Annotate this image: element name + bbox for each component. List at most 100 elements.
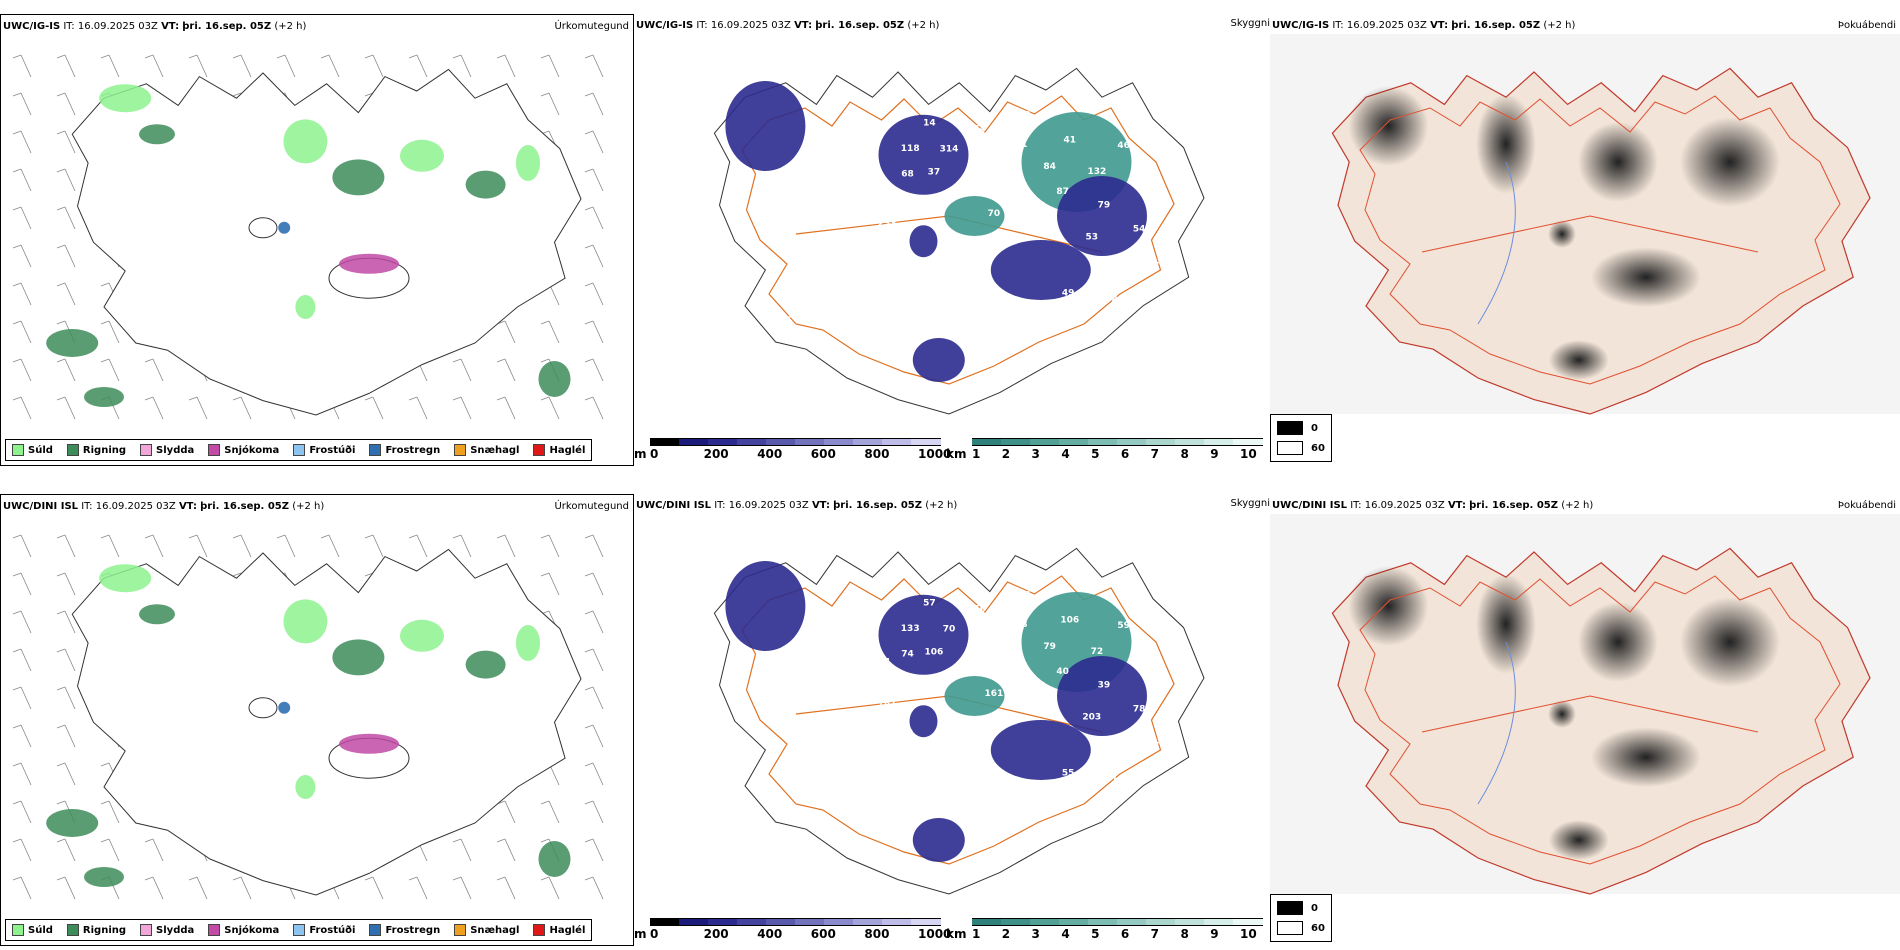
colorbar-tick-label: 10 bbox=[1240, 447, 1257, 461]
fog-legend-row2: 0 60 bbox=[1270, 894, 1332, 942]
colorbar-segment bbox=[1146, 438, 1176, 446]
ceiling-value-label: 57 bbox=[923, 599, 936, 609]
precip-area bbox=[295, 775, 316, 799]
colorbar-tick-label: 3 bbox=[1031, 447, 1040, 461]
row1-cloud-it-value: 16.09.2025 03Z bbox=[710, 20, 791, 31]
colorbar-tick-label: 200 bbox=[703, 927, 729, 941]
colorbar-tick-label: 5 bbox=[1091, 927, 1100, 941]
colorbar-segment bbox=[1175, 438, 1205, 446]
precip-legend-swatch bbox=[12, 924, 24, 936]
ceiling-value-label: 78 bbox=[853, 821, 866, 831]
precip-legend-label: Haglél bbox=[549, 924, 586, 936]
cloud-area bbox=[912, 338, 965, 382]
colorbar-tick-label: 2 bbox=[1001, 447, 1011, 461]
colorbar-segment bbox=[1175, 918, 1205, 926]
colorbar-segment bbox=[972, 438, 1002, 446]
precip-area bbox=[538, 841, 571, 877]
ceiling-value-label: 841 bbox=[872, 658, 891, 668]
precip-legend-label: Frostregn bbox=[385, 924, 441, 936]
ceiling-value-label: 32 bbox=[959, 96, 972, 106]
ceiling-value-label: 129 bbox=[1103, 261, 1122, 271]
colorbar-segment bbox=[1030, 438, 1060, 446]
fog-legend-row1: 0 60 bbox=[1270, 414, 1332, 462]
ceiling-value-label: 60 bbox=[887, 206, 900, 216]
snow-area bbox=[339, 253, 399, 274]
row2-fog-vt-label: VT: bbox=[1447, 500, 1466, 511]
ceiling-value-label: 71 bbox=[1015, 140, 1028, 150]
ceiling-value-label: 73 bbox=[978, 332, 991, 342]
ceiling-value-label: 67 bbox=[854, 672, 867, 682]
row2-fog-lead: (+2 h) bbox=[1561, 500, 1594, 511]
row1-fog-lead: (+2 h) bbox=[1543, 20, 1576, 31]
fog-index-area bbox=[1680, 117, 1780, 207]
ceiling-value-label: 37 bbox=[928, 168, 941, 178]
ceiling-value-label: 77 bbox=[843, 212, 856, 222]
precip-legend-row2: Súld Rigning Slydda Snjókoma Frostúði Frostre… bbox=[5, 919, 593, 941]
ceiling-value-label: 60 bbox=[1007, 304, 1020, 314]
ceiling-value-label: 35 bbox=[843, 714, 856, 724]
colorbar-segment bbox=[1001, 438, 1031, 446]
colorbar-segment bbox=[911, 918, 941, 926]
fog-map-row1 bbox=[1270, 34, 1900, 415]
ceiling-value-label: 53 bbox=[1086, 232, 1099, 242]
colorbar-segment bbox=[1030, 918, 1060, 926]
colorbar-tick-label: 3 bbox=[1031, 927, 1040, 941]
precip-legend-label: Snæhagl bbox=[470, 444, 520, 456]
colorbar-tick-label: 400 bbox=[757, 927, 783, 941]
precip-area bbox=[139, 124, 175, 145]
ceiling-value-label: 41 bbox=[1064, 135, 1077, 145]
fog-index-area bbox=[1680, 597, 1780, 687]
row2-cloud-model: UWC/DINI ISL bbox=[636, 500, 712, 511]
ceiling-value-label: 42 bbox=[983, 721, 996, 731]
ceiling-value-label: 44 bbox=[1018, 590, 1031, 600]
precip-area bbox=[99, 564, 152, 593]
colorbar-segment bbox=[1233, 438, 1263, 446]
row2-cloud-lead: (+2 h) bbox=[925, 500, 958, 511]
height-colorbar-row2: m 0 200 400 600 800 1000 bbox=[634, 918, 951, 946]
cloud-area bbox=[912, 818, 965, 862]
row2-fog-model: UWC/DINI ISL bbox=[1272, 500, 1348, 511]
cloud-area bbox=[944, 196, 1005, 236]
ceiling-value-label: 51 bbox=[808, 675, 821, 685]
precip-legend-label: Snjókoma bbox=[224, 444, 280, 456]
ceiling-value-label: 123 bbox=[937, 720, 956, 730]
ceiling-value-label: 40 bbox=[1056, 667, 1069, 677]
precip-legend-label: Frostregn bbox=[385, 444, 441, 456]
ceiling-value-label: 138 bbox=[787, 311, 806, 321]
precip-legend-label: Súld bbox=[28, 924, 53, 936]
colorbar-segment bbox=[795, 438, 825, 446]
colorbar-tick-label: 400 bbox=[757, 447, 783, 461]
colorbar-tick-label: 1 bbox=[972, 447, 981, 461]
colorbar-tick-label: 7 bbox=[1150, 447, 1160, 461]
colorbar-segment bbox=[650, 438, 680, 446]
colorbar-segment bbox=[1117, 438, 1147, 446]
row2-header-fog: UWC/DINI ISL IT: 16.09.2025 03Z VT: þri.… bbox=[1272, 500, 1593, 511]
fog-index-area bbox=[1476, 574, 1536, 674]
row1-vt-value: þri. 16.sep. 05Z bbox=[182, 21, 272, 32]
precip-legend-swatch bbox=[369, 444, 382, 456]
ceiling-value-label: 106 bbox=[925, 648, 944, 658]
iceland-outline bbox=[71, 548, 582, 896]
colorbar-segment bbox=[853, 438, 883, 446]
precip-area bbox=[46, 809, 99, 837]
precip-legend-label: Snjókoma bbox=[224, 924, 280, 936]
ceiling-value-label: 46 bbox=[1117, 141, 1130, 151]
cloud-area bbox=[909, 225, 938, 258]
colorbar-segment bbox=[1059, 438, 1089, 446]
ceiling-value-label: 59 bbox=[1117, 621, 1130, 631]
precip-map-row2 bbox=[12, 534, 604, 900]
ceiling-value-label: 60 bbox=[1137, 663, 1150, 673]
fog-legend-black-swatch bbox=[1277, 421, 1303, 435]
precip-legend-item: Snjókoma bbox=[208, 444, 279, 456]
ceiling-value-label: 51 bbox=[920, 260, 933, 270]
colorbar-segment bbox=[766, 438, 796, 446]
colorbar-segment bbox=[1001, 918, 1031, 926]
precip-legend-label: Rigning bbox=[82, 924, 127, 936]
colorbar-tick-label: 1000 bbox=[918, 447, 952, 461]
ceiling-value-label: 16 bbox=[831, 650, 844, 660]
precip-legend-swatch bbox=[454, 444, 467, 456]
ceiling-value-label: 106 bbox=[1060, 615, 1079, 625]
fog-index-area bbox=[1591, 247, 1701, 308]
visibility-colorbar-row2: km 1 2 3 4 5 6 7 8 9 10 bbox=[946, 918, 1270, 946]
precip-area bbox=[465, 170, 506, 199]
